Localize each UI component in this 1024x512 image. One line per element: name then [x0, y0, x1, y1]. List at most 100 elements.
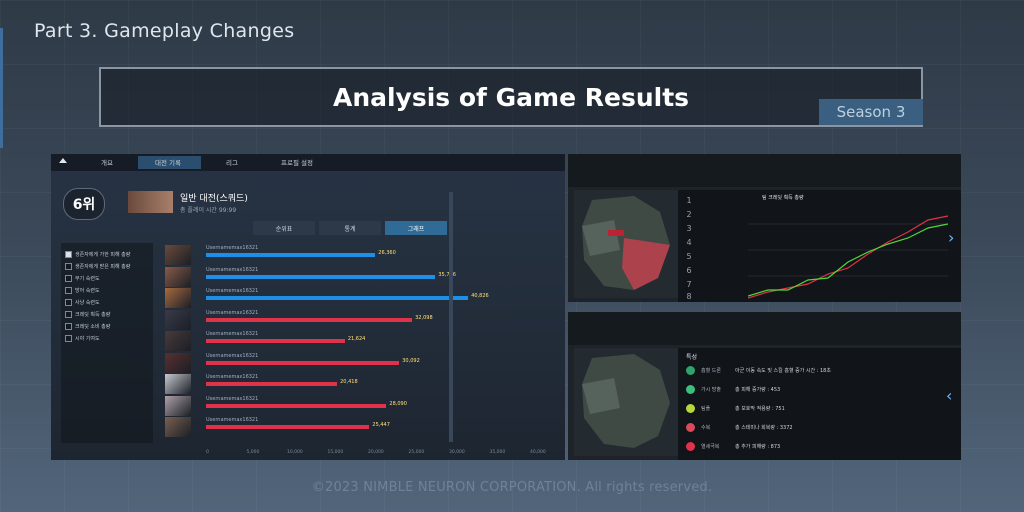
nav-item-profile[interactable]: 프로필 설정 [281, 159, 313, 167]
value-bar [206, 360, 400, 365]
player-row: Usernamemax16321 30,092 [165, 352, 565, 373]
chevron-left-icon[interactable]: ‹ [946, 386, 953, 405]
checkbox[interactable] [65, 323, 72, 330]
trait-icon [686, 442, 695, 451]
filter-item[interactable]: 사냥 숙련도 [65, 299, 100, 306]
player-name: Usernamemax16321 [206, 245, 259, 251]
player-row: Usernamemax16321 21,624 [165, 331, 565, 351]
filter-item[interactable]: 방어 숙련도 [65, 287, 100, 294]
main-title: Analysis of Game Results [332, 83, 690, 112]
team-rank: 5 [686, 251, 692, 261]
team-rank: 8 [686, 291, 692, 301]
filter-item[interactable]: 크레딧 소비 총량 [65, 323, 110, 330]
part-title: Part 3. Gameplay Changes [34, 20, 295, 42]
nav-item-league[interactable]: 리그 [226, 159, 238, 167]
character-avatar [165, 266, 191, 287]
player-row: Usernamemax16321 35,716 [165, 266, 565, 287]
trait-name: 흡혈 드론 [701, 368, 721, 374]
rank-badge: 6위 [63, 188, 105, 220]
player-name: Usernamemax16321 [206, 288, 259, 294]
character-avatar [165, 352, 191, 373]
player-name: Usernamemax16321 [206, 266, 259, 273]
trait-name: 수복 [701, 425, 711, 431]
trait-icon [686, 366, 695, 375]
home-icon[interactable] [59, 158, 67, 163]
series-line-green [748, 223, 948, 297]
title-box: Analysis of Game Results Season 3 [99, 67, 923, 127]
team-rank: 2 [686, 209, 692, 219]
trait-name: 열세극복 [701, 444, 720, 450]
team-rank: 7 [686, 279, 692, 289]
tab-ranking[interactable]: 순위표 [253, 221, 315, 235]
trait-name: 팀플 [701, 406, 711, 412]
team-rank: 1 [686, 195, 692, 205]
checkbox[interactable] [65, 275, 72, 282]
checkbox[interactable] [65, 251, 72, 258]
trait-row: 수복 총 스테미나 회복량 : 3372 [686, 423, 793, 432]
hud-strip [568, 312, 961, 345]
player-row: Usernamemax16321 28,090 [165, 395, 565, 416]
axis-tick-label: 0 [206, 450, 209, 455]
tab-stats[interactable]: 통계 [319, 221, 381, 235]
credit-graph-title: 팀 크레딧 획득 총량 [762, 195, 804, 201]
trait-icon [686, 423, 695, 432]
chevron-right-icon[interactable]: › [948, 228, 955, 247]
player-name: Usernamemax16321 [206, 374, 259, 380]
copyright: ©2023 NIMBLE NEURON CORPORATION. All rig… [311, 480, 713, 495]
trait-desc: 총 보호막 적용량 : 751 [735, 406, 785, 412]
filter-item[interactable]: 시야 기여도 [65, 335, 100, 342]
game-mode: 일반 대전(스쿼드) [180, 194, 248, 204]
value-bar [206, 382, 338, 386]
nav-active-highlight [138, 156, 201, 169]
trait-icon [686, 404, 695, 413]
axis-tick-label: 30,000 [449, 450, 465, 455]
filter-item[interactable]: 무기 숙련도 [65, 275, 100, 282]
trait-row: 팀플 총 보호막 적용량 : 751 [686, 404, 785, 413]
checkbox[interactable] [65, 287, 72, 294]
series-line-red [748, 215, 948, 299]
value-label: 21,624 [347, 336, 366, 342]
character-avatar [165, 374, 191, 394]
trait-desc: 총 추가 피해량 : 873 [735, 444, 781, 450]
value-label: 26,360 [378, 250, 396, 256]
character-avatar [165, 245, 191, 265]
nav-item-overview[interactable]: 개요 [101, 159, 113, 167]
trait-icon [686, 385, 695, 394]
credit-graph-screenshot: 팀 크레딧 획득 총량 1 2 3 4 5 6 7 8 › [568, 154, 961, 302]
character-avatar [165, 309, 191, 330]
checkbox[interactable] [65, 299, 72, 306]
results-screenshot: 개요 대전 기록 리그 프로필 설정 6위 일반 대전(스쿼드) 총 플레이 시… [51, 154, 565, 460]
season-badge: Season 3 [819, 99, 923, 125]
value-bar [206, 339, 345, 343]
traits-title: 특성 [686, 354, 698, 361]
nav-item-records[interactable]: 대전 기록 [155, 159, 181, 167]
character-avatar [165, 395, 191, 416]
traits-screenshot: 특성 흡혈 드론 아군 이동 속도 및 스킬 흡혈 증가 시간 : 18초 가시 방… [568, 312, 961, 460]
filter-panel: 생존자에게 가한 피해 총량 생존자에게 받은 피해 총량 무기 숙련도 방어 … [61, 243, 153, 443]
player-name: Usernamemax16321 [206, 331, 259, 337]
checkbox[interactable] [65, 335, 72, 342]
value-bar [206, 403, 387, 408]
player-row: Usernamemax16321 25,447 [165, 417, 565, 437]
hud-strip [568, 154, 961, 187]
character-banner [128, 191, 173, 213]
team-rank: 3 [686, 223, 692, 233]
player-row: Usernamemax16321 26,360 [165, 245, 565, 265]
character-avatar [165, 288, 191, 308]
checkbox[interactable] [65, 263, 72, 270]
team-rank: 4 [686, 237, 692, 247]
filter-item[interactable]: 크레딧 획득 총량 [65, 311, 110, 318]
filter-item[interactable]: 생존자에게 가한 피해 총량 [65, 251, 130, 258]
value-label: 30,092 [402, 357, 420, 364]
tab-graph[interactable]: 그래프 [385, 221, 447, 235]
team-rank: 6 [686, 265, 692, 275]
minimap [574, 348, 678, 456]
credit-info-panel: 팀 크레딧 획득 총량 1 2 3 4 5 6 7 8 [678, 190, 961, 302]
value-label: 28,090 [389, 400, 407, 407]
checkbox[interactable] [65, 311, 72, 318]
value-bar [206, 317, 413, 322]
value-label: 32,098 [415, 314, 433, 321]
trait-row: 열세극복 총 추가 피해량 : 873 [686, 442, 780, 451]
scrollbar[interactable] [449, 192, 453, 442]
filter-item[interactable]: 생존자에게 받은 피해 총량 [65, 263, 130, 270]
